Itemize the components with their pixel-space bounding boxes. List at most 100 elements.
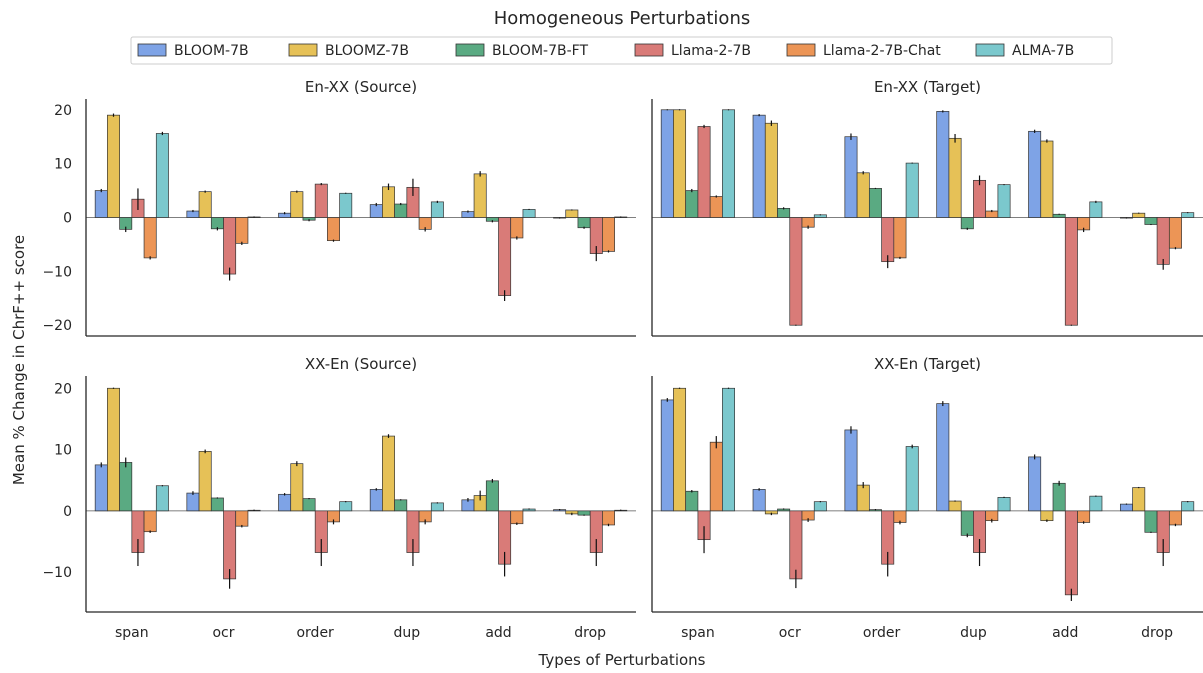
panel-title: XX-En (Target) (874, 355, 981, 373)
panel-title: XX-En (Source) (305, 355, 417, 373)
bar-bloomz-7b-dup (382, 435, 395, 512)
legend-label-bloom-7b-ft: BLOOM-7B-FT (492, 43, 588, 59)
y-tick-label: 0 (63, 211, 72, 227)
bar-bloom-7b-ft-dup (960, 217, 974, 230)
x-tick-label-drop: drop (574, 625, 606, 641)
x-tick-label-dup: dup (394, 625, 421, 641)
bar-alma-7b-add (522, 209, 536, 218)
bar-bloom-7b-ft-span (685, 490, 699, 512)
bar-bloom-7b-ocr (752, 489, 766, 512)
bar-bloomz-7b-drop (565, 209, 579, 218)
bar-bloom-7b-dup (936, 111, 950, 218)
bar-bloomz-7b-span (107, 114, 120, 218)
y-tick-label: 0 (63, 504, 72, 520)
bar-alma-7b-dup (997, 497, 1011, 512)
bar-llama-2-7b-add (498, 217, 512, 296)
bar-bloomz-7b-drop (1132, 487, 1146, 512)
bar-llama-2-7b-chat-drop (602, 510, 615, 526)
bar-alma-7b-ocr (813, 501, 827, 512)
bar-alma-7b-span (722, 109, 736, 218)
bar-llama-2-7b-ocr (223, 217, 237, 275)
bar-bloom-7b-span (660, 109, 674, 218)
legend-label-alma-7b: ALMA-7B (1012, 43, 1074, 59)
bar-bloom-7b-ft-drop (577, 510, 591, 516)
bar-bloom-7b-ft-drop (577, 217, 591, 229)
bar-llama-2-7b-chat-add (510, 510, 524, 525)
bar-llama-2-7b-chat-span (709, 196, 723, 218)
figure-title: Homogeneous Perturbations (494, 8, 750, 29)
x-tick-label-dup: dup (960, 625, 987, 641)
bar-bloom-7b-ft-drop (1144, 217, 1158, 225)
bar-bloom-7b-span (94, 464, 108, 512)
bar-alma-7b-span (155, 485, 169, 512)
bar-alma-7b-order (905, 446, 919, 512)
x-tick-label-add: add (1052, 625, 1078, 641)
bar-bloom-7b-ft-dup (960, 510, 974, 536)
panel-title: En-XX (Source) (305, 78, 417, 96)
bar-bloom-7b-dup (936, 403, 950, 512)
bar-bloom-7b-ft-span (119, 462, 133, 512)
bar-alma-7b-order (905, 162, 919, 218)
bar-alma-7b-add (1089, 495, 1103, 512)
bar-llama-2-7b-add (1064, 217, 1078, 326)
legend-frame (130, 36, 1113, 65)
bar-bloomz-7b-add (473, 173, 487, 218)
bar-llama-2-7b-chat-ocr (235, 510, 249, 527)
panel-en-xx-target: En-XX (Target) (651, 78, 1203, 337)
bar-bloom-7b-ocr (186, 492, 200, 512)
bar-bloom-7b-order (278, 493, 292, 512)
legend-label-bloomz-7b: BLOOMZ-7B (325, 43, 409, 59)
bar-llama-2-7b-chat-drop (1168, 510, 1182, 526)
bar-bloom-7b-ft-order (302, 498, 316, 512)
bar-bloom-7b-ft-dup (394, 499, 408, 512)
bar-alma-7b-dup (430, 201, 444, 218)
bar-bloomz-7b-order (856, 172, 870, 218)
bar-bloomz-7b-ocr (198, 451, 212, 512)
bar-bloom-7b-order (844, 429, 858, 512)
x-tick-label-add: add (485, 625, 511, 641)
bar-bloomz-7b-drop (1132, 212, 1146, 218)
panel-title: En-XX (Target) (874, 78, 981, 96)
x-axis-label: Types of Perturbations (538, 651, 706, 669)
bar-llama-2-7b-chat-add (510, 217, 524, 239)
bar-bloom-7b-dup (369, 204, 383, 218)
y-tick-label: 10 (54, 157, 72, 173)
y-tick-label: −20 (42, 318, 72, 334)
bar-bloomz-7b-ocr (764, 122, 778, 218)
y-tick-label: 10 (54, 443, 72, 459)
x-tick-label-order: order (296, 625, 334, 641)
bar-alma-7b-dup (430, 502, 444, 512)
bar-llama-2-7b-order (881, 217, 895, 263)
bar-llama-2-7b-chat-order (893, 217, 907, 259)
bar-llama-2-7b-chat-add (1077, 510, 1091, 523)
bar-bloomz-7b-span (673, 109, 687, 218)
bar-llama-2-7b-span (697, 126, 711, 218)
bar-bloom-7b-ft-span (685, 190, 699, 218)
bar-bloom-7b-add (1028, 130, 1042, 218)
bar-alma-7b-drop (1181, 501, 1195, 512)
legend-items: BLOOM-7B BLOOMZ-7B BLOOM-7B-FT Llama-2-7B Ll… (137, 43, 1074, 59)
x-tick-label-ocr: ocr (212, 625, 234, 641)
bar-llama-2-7b-add (1064, 510, 1078, 596)
legend-label-bloom-7b: BLOOM-7B (174, 43, 249, 59)
bar-bloomz-7b-order (290, 463, 304, 512)
bar-bloom-7b-ocr (752, 114, 766, 218)
bar-llama-2-7b-ocr (223, 510, 237, 580)
y-axis-label: Mean % Change in ChrF++ score (10, 235, 28, 485)
legend-swatch-llama-2-7b (634, 43, 664, 57)
x-tick-label-span: span (115, 625, 149, 641)
bar-bloom-7b-dup (369, 489, 383, 512)
panel-xx-en-source: XX-En (Source) −10 0 10 20 span ocr order dup add… (42, 355, 636, 641)
bar-llama-2-7b-order (314, 183, 328, 218)
bar-bloom-7b-drop (1119, 503, 1133, 512)
bar-bloomz-7b-order (856, 484, 870, 512)
bar-llama-2-7b-chat-drop (602, 217, 615, 252)
bar-alma-7b-span (722, 387, 736, 512)
bar-bloomz-7b-order (290, 191, 304, 218)
panels: En-XX (Source) −20 −10 0 10 20 En-XX (Target) X… (42, 78, 1203, 641)
legend-swatch-bloom-7b-ft (455, 43, 485, 57)
bar-bloom-7b-add (1028, 456, 1042, 512)
bar-alma-7b-dup (997, 184, 1011, 218)
bar-bloomz-7b-span (107, 387, 120, 512)
bar-bloomz-7b-add (1040, 510, 1054, 522)
